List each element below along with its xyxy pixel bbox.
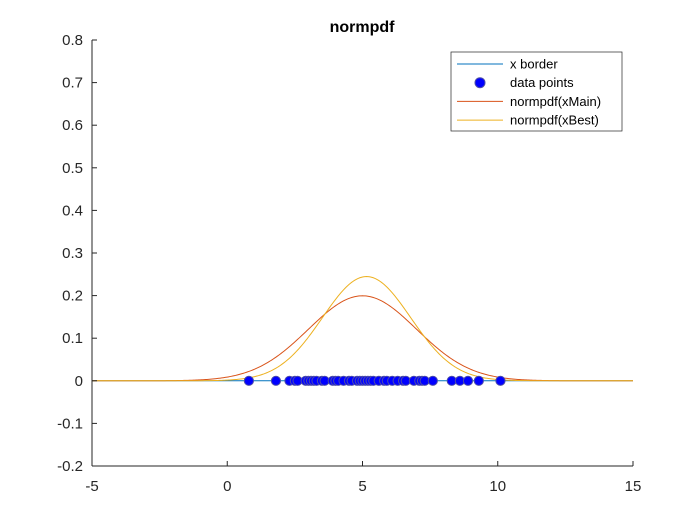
y-tick-label: 0.4	[62, 202, 83, 219]
y-tick-label: 0.6	[62, 117, 83, 134]
y-tick-label: 0.2	[62, 288, 83, 305]
data-point	[243, 375, 254, 386]
data-point	[427, 375, 438, 386]
data-point	[473, 375, 484, 386]
data-point	[270, 375, 282, 386]
x-tick-label: 5	[358, 478, 366, 495]
y-tick-label: 0	[75, 373, 83, 390]
y-tick-label: 0.7	[62, 75, 83, 92]
data-point	[495, 375, 506, 386]
y-tick-label: 0.3	[62, 245, 83, 262]
legend: x border data points normpdf(xMain) normpdf…	[450, 51, 623, 132]
y-tick-label: 0.1	[62, 330, 83, 347]
legend-label: x border	[510, 57, 558, 72]
legend-label: data points	[510, 75, 574, 90]
series-layer	[92, 276, 633, 386]
legend-items: x border data points normpdf(xMain) normpdf…	[457, 57, 601, 128]
y-tick-label: -0.2	[57, 458, 83, 475]
legend-marker	[474, 77, 486, 89]
data-point	[462, 375, 474, 386]
x-tick-label: 10	[489, 478, 506, 495]
x-tick-label: 15	[625, 478, 642, 495]
x-tick-label: 0	[223, 478, 231, 495]
y-tick-label: 0.5	[62, 160, 83, 177]
axes-layer: -5 0 5 10 15 -0.2 -0.1 0 0.1 0.2 0.3 0.4 0.5 0.6 0.7 0.…	[57, 32, 641, 495]
y-tick-label: 0.8	[62, 32, 83, 49]
legend-label: normpdf(xMain)	[510, 94, 601, 109]
legend-label: normpdf(xBest)	[510, 113, 599, 128]
y-tick-label: -0.1	[57, 415, 83, 432]
chart-title: normpdf	[330, 19, 396, 36]
series-curve-3	[92, 276, 633, 382]
legend-box	[450, 51, 623, 132]
x-tick-label: -5	[85, 478, 98, 495]
